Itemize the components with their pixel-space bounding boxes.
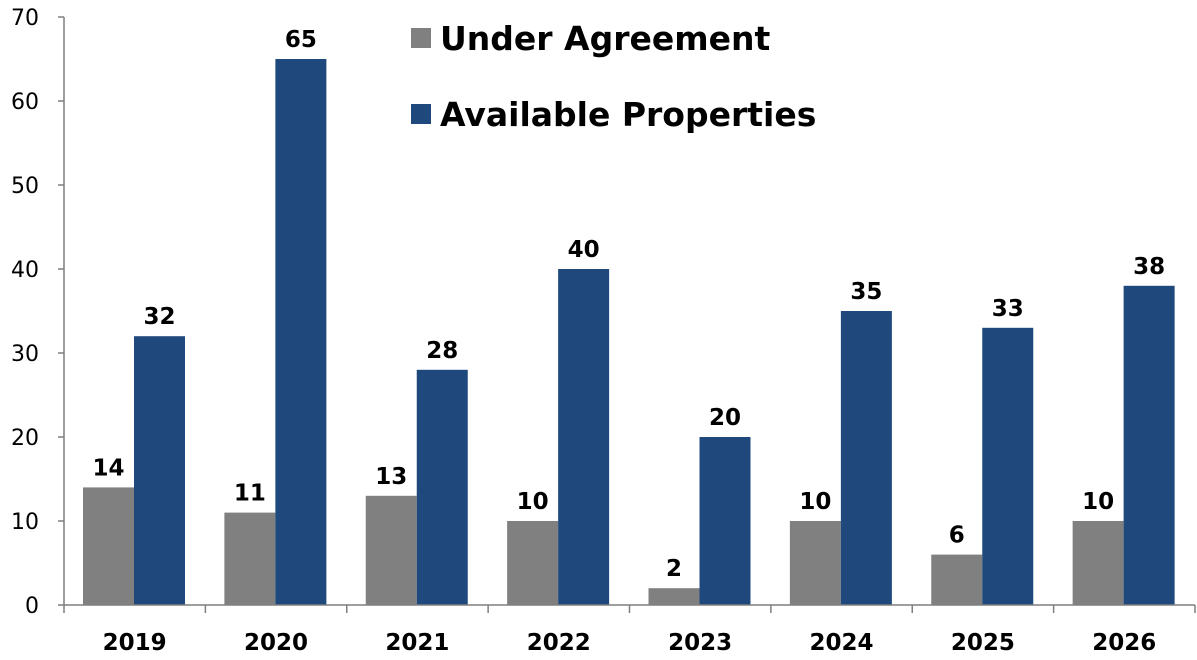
legend-swatch: [411, 28, 431, 48]
bar-available-properties: [558, 269, 610, 605]
bar-under-agreement: [1072, 521, 1124, 605]
data-label: 13: [375, 464, 407, 490]
data-label: 38: [1133, 254, 1165, 280]
y-axis-ticks: 0 10 20 30 40 50 60 70: [11, 6, 64, 619]
data-label: 33: [992, 296, 1024, 322]
x-tick-label: 2019: [103, 630, 167, 656]
x-axis-ticks: 2019 2020 2021 2022 2023 2024 2025 2026: [63, 605, 1196, 656]
bar-available-properties: [134, 336, 185, 605]
y-tick-label: 50: [11, 174, 39, 199]
data-label: 10: [799, 489, 831, 515]
data-label: 14: [92, 455, 124, 481]
data-label: 10: [1082, 489, 1114, 515]
y-tick-label: 20: [11, 426, 39, 451]
data-label: 11: [234, 481, 266, 507]
bar-under-agreement: [224, 512, 276, 605]
y-tick-label: 0: [25, 594, 39, 619]
bar-under-agreement: [789, 521, 841, 605]
bar-under-agreement: [365, 495, 417, 605]
data-label: 10: [517, 489, 549, 515]
bar-under-agreement: [931, 554, 983, 605]
bar-available-properties: [416, 369, 468, 605]
data-label: 2: [666, 556, 682, 582]
bar-available-properties: [982, 327, 1034, 605]
legend-label: Under Agreement: [440, 19, 771, 58]
bar-available-properties: [840, 311, 892, 605]
data-label: 6: [949, 523, 965, 549]
bar-available-properties: [699, 437, 751, 605]
data-label: 20: [709, 405, 741, 431]
y-tick-label: 60: [11, 90, 39, 115]
x-tick-label: 2025: [951, 630, 1015, 656]
data-label: 32: [143, 304, 175, 330]
data-label: 40: [568, 237, 600, 263]
y-tick-label: 40: [11, 258, 39, 283]
legend-label: Available Properties: [440, 95, 816, 134]
data-label: 28: [426, 338, 458, 364]
y-tick-label: 70: [11, 6, 39, 31]
legend: Under Agreement Available Properties: [411, 19, 816, 134]
bars: [83, 59, 1175, 605]
data-label: 65: [285, 27, 317, 53]
x-tick-label: 2026: [1092, 630, 1156, 656]
legend-swatch: [411, 104, 431, 124]
bar-under-agreement: [648, 588, 700, 605]
bar-available-properties: [275, 59, 327, 605]
x-tick-label: 2023: [668, 630, 732, 656]
y-tick-label: 10: [11, 510, 39, 535]
x-tick-label: 2022: [527, 630, 591, 656]
bar-under-agreement: [507, 521, 559, 605]
x-tick-label: 2020: [244, 630, 308, 656]
bar-under-agreement: [83, 487, 134, 605]
x-tick-label: 2021: [385, 630, 449, 656]
x-tick-label: 2024: [810, 630, 874, 656]
data-label: 35: [850, 279, 882, 305]
data-labels: 14 11 13 10 2 10 6 10 32 65 28 40 20 35 33 38: [92, 27, 1165, 582]
bar-available-properties: [1123, 285, 1175, 605]
y-tick-label: 30: [11, 342, 39, 367]
